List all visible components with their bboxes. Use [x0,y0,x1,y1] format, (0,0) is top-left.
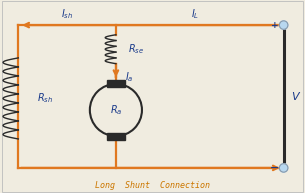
Text: $R_{sh}$: $R_{sh}$ [37,91,53,105]
Text: $R_{se}$: $R_{se}$ [128,42,144,56]
Text: $I_{L}$: $I_{L}$ [191,8,199,21]
Text: $I_a$: $I_a$ [125,70,134,84]
Bar [107,80,125,87]
Circle shape [279,164,288,172]
Text: +: + [271,21,278,30]
Circle shape [279,21,288,29]
Bar [107,133,125,140]
Text: −: − [270,163,279,173]
Text: $I_{sh}$: $I_{sh}$ [61,8,73,21]
Text: $V$: $V$ [291,91,301,102]
Circle shape [90,84,142,136]
Text: $R_a$: $R_a$ [110,103,122,117]
Text: Long  Shunt  Connection: Long Shunt Connection [95,181,210,190]
